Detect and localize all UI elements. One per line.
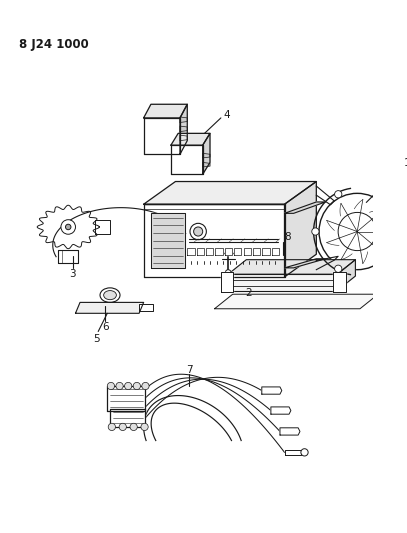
Polygon shape <box>144 104 187 118</box>
Polygon shape <box>228 260 355 274</box>
Ellipse shape <box>104 290 116 300</box>
Polygon shape <box>180 126 187 132</box>
Circle shape <box>142 382 149 390</box>
Text: 4: 4 <box>223 110 230 120</box>
Circle shape <box>61 220 75 234</box>
Polygon shape <box>180 117 187 123</box>
Polygon shape <box>144 118 180 154</box>
Polygon shape <box>215 248 223 255</box>
Polygon shape <box>280 428 300 435</box>
Text: 2: 2 <box>245 288 252 298</box>
Circle shape <box>194 227 203 236</box>
Polygon shape <box>75 302 144 313</box>
Polygon shape <box>171 133 210 145</box>
Polygon shape <box>144 204 284 277</box>
Polygon shape <box>263 248 270 255</box>
Polygon shape <box>225 248 232 255</box>
Circle shape <box>125 382 132 390</box>
Text: 1: 1 <box>404 158 407 168</box>
Polygon shape <box>337 260 355 290</box>
Circle shape <box>335 265 342 272</box>
Circle shape <box>108 423 116 431</box>
Polygon shape <box>214 294 378 309</box>
Circle shape <box>190 223 206 240</box>
Circle shape <box>107 382 114 390</box>
Circle shape <box>141 423 148 431</box>
Polygon shape <box>333 272 346 293</box>
Polygon shape <box>253 248 260 255</box>
Text: 6: 6 <box>102 322 109 332</box>
Polygon shape <box>180 135 187 141</box>
Polygon shape <box>206 248 213 255</box>
Polygon shape <box>284 182 316 277</box>
Circle shape <box>130 423 137 431</box>
Polygon shape <box>203 163 210 167</box>
Polygon shape <box>171 145 203 174</box>
Polygon shape <box>110 409 145 427</box>
Polygon shape <box>221 272 233 293</box>
Circle shape <box>312 228 319 235</box>
Polygon shape <box>284 450 301 455</box>
Polygon shape <box>144 182 316 204</box>
Polygon shape <box>58 251 78 263</box>
Text: 5: 5 <box>93 334 100 344</box>
Text: 8: 8 <box>284 232 291 242</box>
Circle shape <box>301 449 308 456</box>
Polygon shape <box>107 386 145 410</box>
Circle shape <box>225 270 231 275</box>
Text: 7: 7 <box>186 365 193 375</box>
Circle shape <box>119 423 127 431</box>
Polygon shape <box>228 274 337 290</box>
Polygon shape <box>197 248 204 255</box>
Polygon shape <box>139 304 153 311</box>
Ellipse shape <box>100 288 120 302</box>
Polygon shape <box>234 248 241 255</box>
Polygon shape <box>187 248 195 255</box>
Polygon shape <box>272 248 279 255</box>
Circle shape <box>319 193 395 270</box>
Polygon shape <box>262 387 282 394</box>
Polygon shape <box>37 205 99 249</box>
Circle shape <box>335 191 342 198</box>
Polygon shape <box>203 154 210 158</box>
Polygon shape <box>271 407 291 414</box>
Polygon shape <box>203 133 210 174</box>
Text: 3: 3 <box>70 269 76 279</box>
Circle shape <box>338 213 376 251</box>
Text: 8 J24 1000: 8 J24 1000 <box>19 38 89 51</box>
Polygon shape <box>284 202 326 213</box>
Polygon shape <box>180 104 187 154</box>
Circle shape <box>116 382 123 390</box>
Polygon shape <box>96 220 110 234</box>
Polygon shape <box>151 213 184 268</box>
Polygon shape <box>244 248 251 255</box>
Polygon shape <box>284 259 326 268</box>
Circle shape <box>66 224 71 230</box>
Circle shape <box>133 382 140 390</box>
